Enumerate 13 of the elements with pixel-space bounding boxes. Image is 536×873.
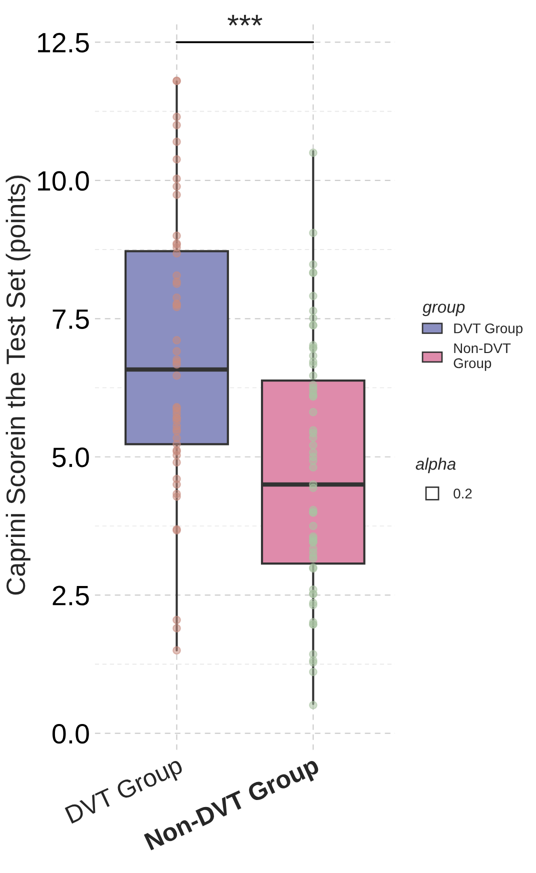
y-tick-label: 0.0 [52, 724, 89, 744]
text: alpha [416, 458, 456, 474]
text: 0.2 [454, 488, 472, 498]
legend-label: Non-DVT Group [454, 343, 511, 371]
legend-title: group [422, 304, 465, 316]
y-tick-label: 12.5 [38, 32, 89, 53]
y-tick-label: 7.5 [52, 310, 89, 329]
annotation: *** [228, 14, 262, 26]
y-tick-label: 2.5 [52, 586, 89, 606]
y-axis-title: Caprini Scorein the Test Set (points) [6, 176, 30, 595]
y-tick-label: 5.0 [52, 448, 89, 468]
y-tick-label: 10.0 [38, 171, 89, 191]
legend-label: DVT Group [454, 323, 523, 336]
